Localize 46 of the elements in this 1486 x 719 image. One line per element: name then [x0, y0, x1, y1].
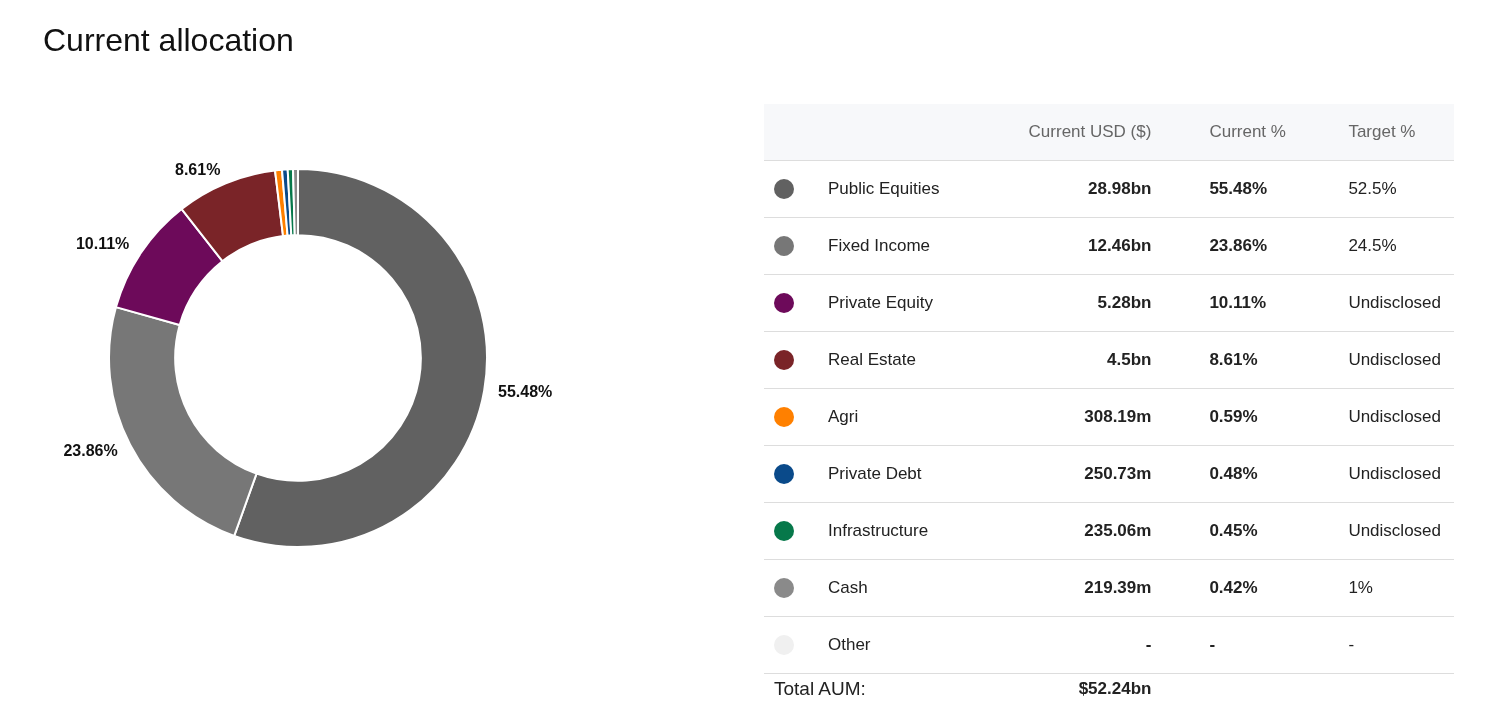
text: -: [1348, 635, 1355, 654]
text: 250.73m: [1084, 464, 1152, 483]
text: -: [1145, 635, 1152, 654]
text: 55.48%: [1209, 179, 1268, 198]
text: 308.19m: [1084, 407, 1152, 426]
category-label: Infrastructure: [828, 521, 929, 540]
category-label: Public Equities: [828, 179, 940, 198]
text: 12.46bn: [1088, 236, 1152, 255]
text: -: [1209, 635, 1216, 654]
text: 10.11%: [1209, 293, 1267, 312]
data-label: 23.86%: [63, 441, 118, 459]
text: 24.5%: [1348, 236, 1397, 255]
text: 5.28bn: [1097, 293, 1152, 312]
chart-title: Current allocation: [43, 22, 294, 59]
category-label: Current %: [1159, 104, 1299, 161]
category-label: Other: [828, 635, 871, 654]
text: 0.48%: [1209, 464, 1258, 483]
text: $52.24bn: [1077, 678, 1153, 700]
data-label: 8.61%: [175, 160, 221, 178]
text: 1%: [1348, 578, 1373, 597]
category-label: Current USD ($): [1016, 104, 1160, 161]
text: Undisclosed: [1348, 293, 1441, 312]
text: 4.5bn: [1107, 350, 1152, 369]
text: 8.61%: [1209, 350, 1258, 369]
text: 52.5%: [1348, 179, 1397, 198]
category-label: Fixed Income: [828, 236, 931, 255]
text: 28.98bn: [1088, 179, 1152, 198]
data-label: 55.48%: [498, 383, 553, 401]
data-label: 10.11%: [75, 235, 130, 253]
category-label: Agri: [828, 407, 859, 426]
text: Undisclosed: [1348, 521, 1441, 540]
text: 0.59%: [1209, 407, 1258, 426]
text: 0.45%: [1209, 521, 1258, 540]
category-label: Private Equity: [828, 293, 933, 312]
text: Undisclosed: [1348, 407, 1441, 426]
text: Total AUM:: [773, 677, 867, 701]
text: 0.42%: [1209, 578, 1258, 597]
text: 235.06m: [1084, 521, 1152, 540]
text: 23.86%: [1209, 236, 1268, 255]
category-label: Real Estate: [828, 350, 916, 369]
text: Undisclosed: [1348, 464, 1441, 483]
text: 219.39m: [1084, 578, 1152, 597]
category-label: Private Debt: [828, 464, 922, 483]
category-label: Target %: [1298, 104, 1454, 161]
category-label: Cash: [828, 578, 868, 597]
text: Undisclosed: [1348, 350, 1441, 369]
